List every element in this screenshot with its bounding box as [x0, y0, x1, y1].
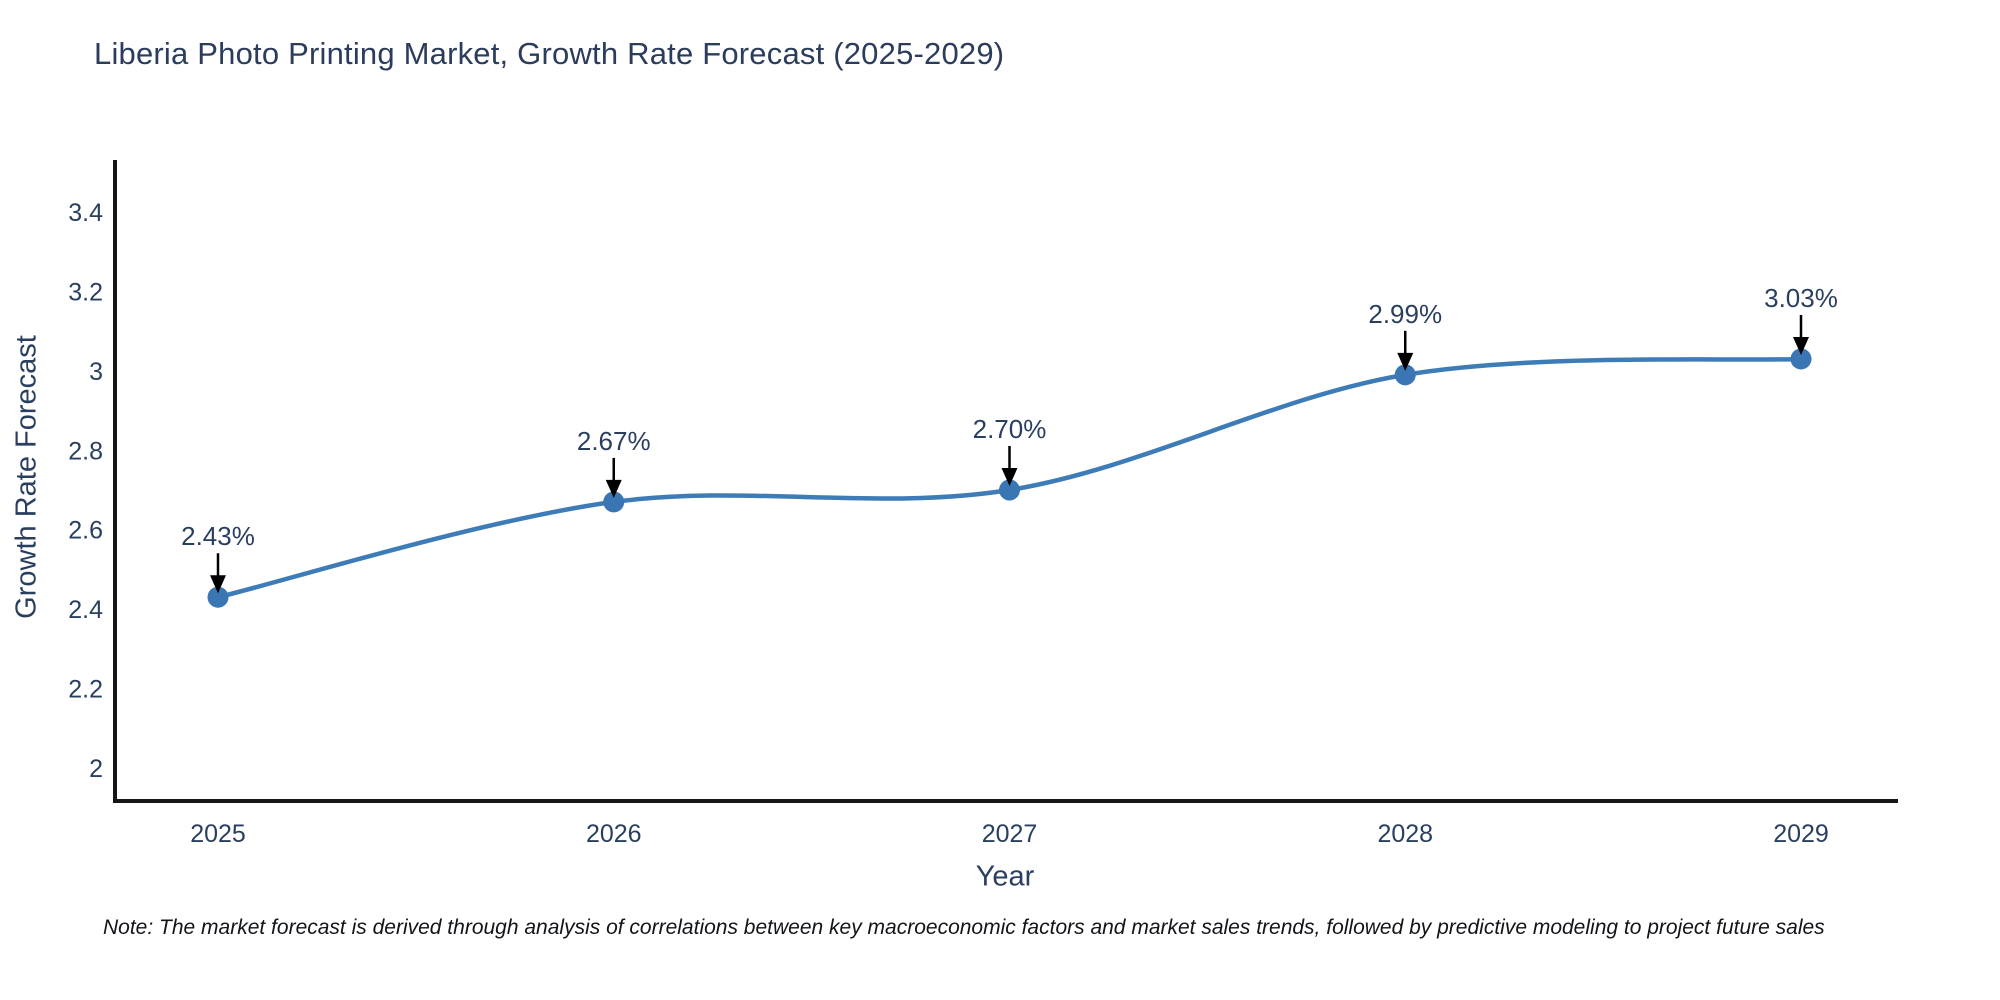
x-tick-label: 2025 [190, 820, 246, 848]
point-label: 2.43% [181, 521, 255, 551]
annotation-arrowhead [1001, 468, 1018, 487]
point-label: 2.70% [973, 414, 1047, 444]
data-point [999, 479, 1020, 501]
data-point [603, 491, 625, 513]
x-tick-label: 2027 [982, 820, 1038, 848]
y-tick-label: 3.2 [68, 278, 103, 306]
annotation-arrowhead [210, 575, 226, 594]
x-tick-label: 2026 [586, 820, 642, 848]
point-label: 2.67% [577, 426, 651, 456]
y-tick-label: 2.2 [68, 676, 103, 704]
y-tick-label: 3.4 [68, 199, 103, 227]
annotation-arrowhead [1793, 336, 1809, 355]
data-point [1394, 364, 1416, 386]
y-tick-label: 2.4 [68, 596, 103, 624]
x-tick-label: 2028 [1377, 820, 1433, 848]
point-label: 2.99% [1368, 299, 1442, 329]
chart-title: Liberia Photo Printing Market, Growth Ra… [94, 36, 1005, 71]
data-point [207, 586, 229, 608]
data-point [1790, 348, 1812, 370]
y-tick-label: 3 [89, 358, 103, 386]
point-label: 3.03% [1764, 283, 1838, 313]
annotation-arrowhead [605, 479, 622, 498]
x-tick-label: 2029 [1773, 820, 1829, 848]
footnote: Note: The market forecast is derived thr… [103, 916, 1825, 939]
annotation-arrowhead [1397, 352, 1414, 371]
y-tick-label: 2 [89, 755, 103, 783]
x-axis-title: Year [975, 860, 1035, 893]
y-tick-label: 2.6 [68, 517, 103, 545]
y-tick-label: 2.8 [68, 437, 103, 465]
